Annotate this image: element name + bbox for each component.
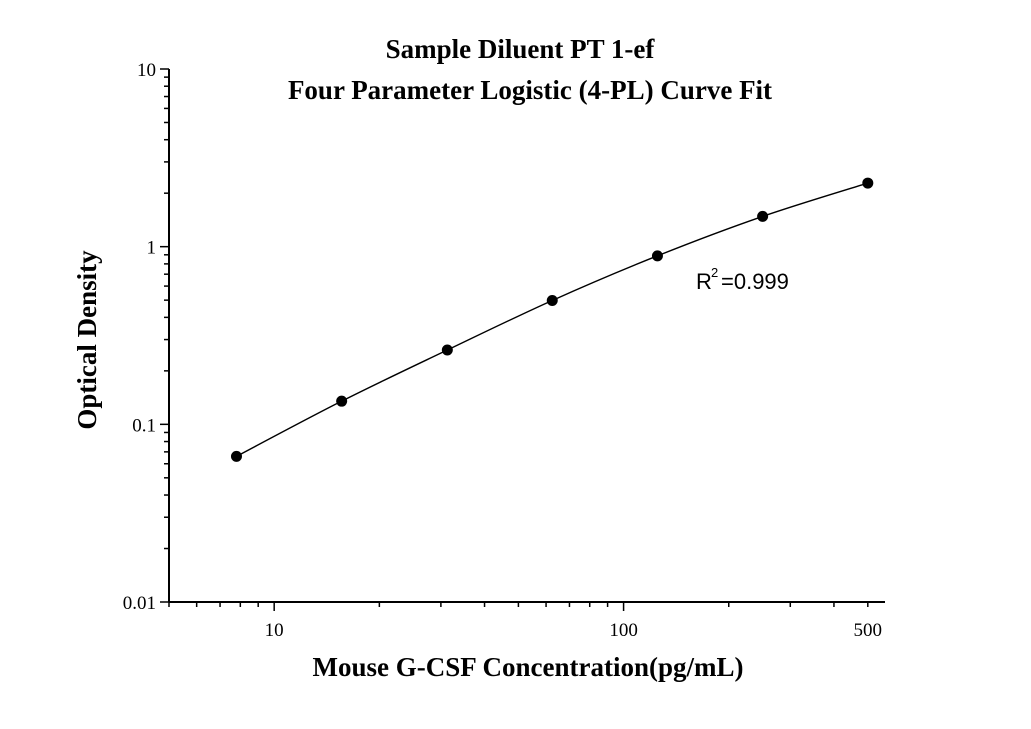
data-point	[862, 177, 874, 189]
data-point	[651, 250, 663, 262]
r-squared-annotation: R 2 =0.999	[696, 265, 789, 294]
x-tick-label: 10	[265, 620, 284, 641]
r-squared-base: R	[696, 269, 712, 294]
r-squared-superscript: 2	[711, 265, 718, 280]
y-tick-label: 0.01	[123, 593, 156, 614]
axis-tick-labels: 0.01 0.1 1 10 10 100 500	[123, 60, 882, 641]
data-point	[757, 210, 769, 222]
x-axis-label: Mouse G-CSF Concentration(pg/mL)	[313, 652, 744, 682]
data-points	[230, 177, 874, 462]
axis-ticks	[160, 68, 869, 611]
fit-curve	[236, 182, 869, 458]
data-point	[546, 294, 558, 306]
y-tick-label: 1	[147, 238, 157, 259]
chart-title: Sample Diluent PT 1-ef Four Parameter Lo…	[288, 34, 772, 105]
x-tick-label: 500	[854, 620, 883, 641]
data-point	[441, 344, 453, 356]
y-axis-label: Optical Density	[72, 250, 102, 430]
r-squared-value: =0.999	[721, 269, 789, 294]
fit-curve-layer	[236, 182, 869, 458]
title-line-2: Four Parameter Logistic (4-PL) Curve Fit	[288, 75, 772, 105]
data-point	[336, 395, 348, 407]
data-point	[230, 450, 242, 462]
y-tick-label: 10	[137, 60, 156, 81]
axes	[168, 69, 885, 603]
y-tick-label: 0.1	[132, 415, 156, 436]
title-line-1: Sample Diluent PT 1-ef	[386, 34, 656, 64]
x-tick-label: 100	[609, 620, 638, 641]
